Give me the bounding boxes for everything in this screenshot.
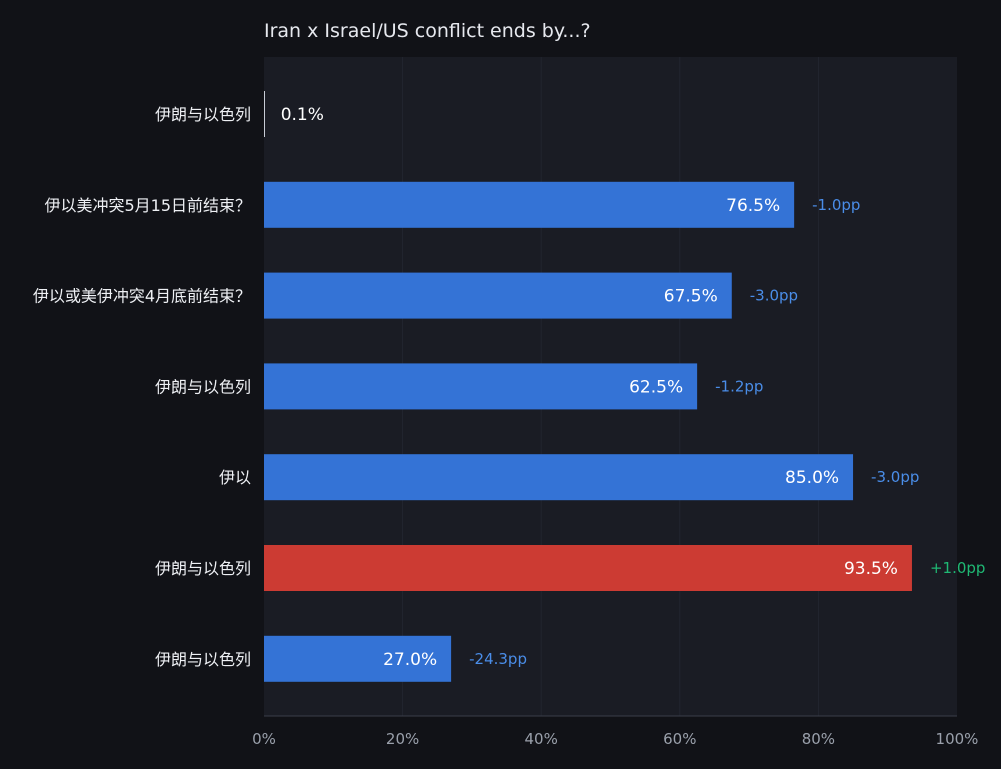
bars: 0.1% 76.5% -1.0pp 67.5% -3.0pp 62.5% -1.2pp 85.…	[264, 91, 985, 682]
bar	[264, 635, 452, 682]
bar-value-label: 85.0%	[785, 468, 839, 488]
bar-change-label: -3.0pp	[871, 468, 919, 486]
x-tick-label: 60%	[663, 730, 696, 748]
bar-value-label: 67.5%	[664, 287, 718, 307]
bar	[264, 181, 795, 228]
category-label: 伊以或美伊冲突4月底前结束？	[33, 287, 251, 306]
bar-change-label: -1.2pp	[715, 377, 763, 395]
bar	[264, 363, 698, 410]
x-axis-ticks: 0% 20% 40% 60% 80% 100%	[252, 730, 978, 748]
chart-title: Iran x Israel/US conflict ends by...?	[264, 20, 591, 42]
category-label: 伊以	[219, 468, 251, 487]
category-label: 伊朗与以色列	[155, 105, 251, 124]
bar-change-label: -1.0pp	[812, 196, 860, 214]
bar	[264, 454, 854, 501]
x-tick-label: 0%	[252, 730, 276, 748]
bar-value-label: 93.5%	[844, 559, 898, 579]
category-label: 伊朗与以色列	[155, 377, 251, 396]
bar-value-label: 27.0%	[383, 650, 437, 670]
x-tick-label: 80%	[802, 730, 835, 748]
category-labels: 伊朗与以色列伊以美冲突5月15日前结束？伊以或美伊冲突4月底前结束？伊朗与以色列…	[33, 105, 251, 669]
category-label: 伊朗与以色列	[155, 559, 251, 578]
bar-change-label: -3.0pp	[750, 287, 798, 305]
bar-value-label: 62.5%	[629, 377, 683, 397]
bar-change-label: -24.3pp	[469, 650, 527, 668]
x-tick-label: 20%	[386, 730, 419, 748]
x-tick-label: 100%	[936, 730, 979, 748]
category-label: 伊朗与以色列	[155, 650, 251, 669]
bar-value-label: 0.1%	[281, 105, 324, 125]
bar	[264, 272, 732, 319]
x-tick-label: 40%	[525, 730, 558, 748]
bar-highlighted	[264, 545, 912, 591]
category-label: 伊以美冲突5月15日前结束？	[44, 196, 251, 215]
bar-change-label: +1.0pp	[930, 559, 985, 577]
bar-value-label: 76.5%	[726, 196, 780, 216]
